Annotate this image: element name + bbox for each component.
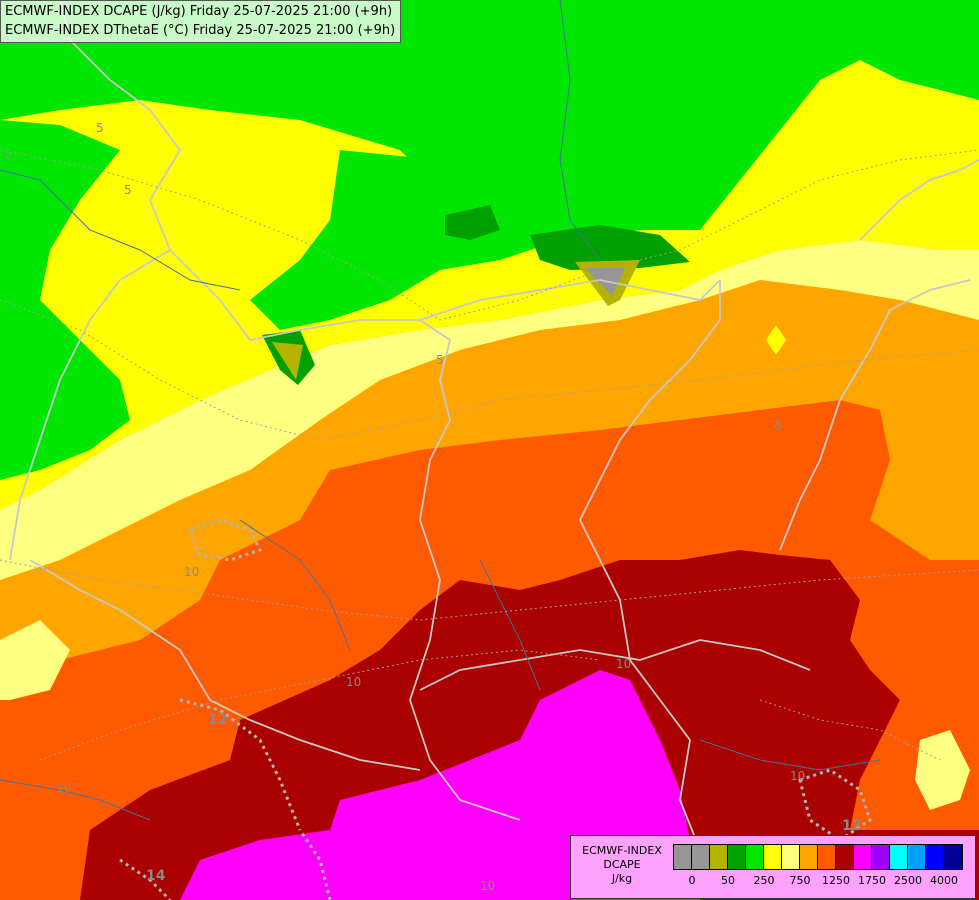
- region-dcape-250: [0, 0, 979, 240]
- map-title: ECMWF-INDEX DCAPE (J/kg) Friday 25-07-20…: [0, 0, 402, 43]
- legend-swatch: [800, 845, 818, 869]
- legend-color-bar: [673, 844, 963, 870]
- legend-swatch: [674, 845, 692, 869]
- contour-label: 12: [208, 712, 227, 728]
- legend-swatch: [818, 845, 836, 869]
- contour-label: 10: [346, 675, 361, 689]
- legend-title-line: ECMWF-INDEX: [582, 844, 662, 857]
- legend-swatch: [782, 845, 800, 869]
- legend-swatch: [854, 845, 872, 869]
- contour-label: 10: [616, 657, 631, 671]
- region-dcape-100-b: [445, 205, 500, 240]
- country-borders: [9, 0, 979, 851]
- rivers: [0, 0, 881, 821]
- contour-label: 5: [124, 183, 132, 197]
- legend-title-line: J/kg: [611, 872, 633, 885]
- contour-label: 10: [480, 879, 495, 893]
- region-dcape-500: [0, 60, 979, 510]
- region-dcape-100-a: [530, 225, 690, 270]
- dthetae-contours-thick: [119, 518, 872, 900]
- legend-swatch: [926, 845, 944, 869]
- color-legend: ECMWF-INDEX DCAPE J/kg 0 50 250 750 1250 1750…: [570, 835, 976, 899]
- contour-label: 6: [774, 419, 782, 433]
- legend-swatch: [836, 845, 854, 869]
- legend-swatch: [710, 845, 728, 869]
- contour-label: 5: [4, 149, 12, 163]
- legend-swatch: [872, 845, 890, 869]
- legend-swatch: [746, 845, 764, 869]
- contour-label: 14: [146, 868, 166, 884]
- legend-tick-label: 4000: [930, 874, 958, 887]
- legend-tick-label: 750: [789, 874, 811, 887]
- region-dcape-250-central: [250, 150, 560, 330]
- region-dcape-750: [0, 240, 979, 580]
- legend-title: ECMWF-INDEX DCAPE J/kg: [575, 844, 669, 886]
- legend-swatch: [728, 845, 746, 869]
- region-dcape-0-a: [585, 268, 625, 296]
- legend-swatch: [890, 845, 908, 869]
- contour-label: 5: [436, 353, 444, 367]
- legend-tick-label: 2500: [894, 874, 922, 887]
- legend-swatch: [908, 845, 926, 869]
- legend-ticks: 0 50 250 750 1250 1750 2500 4000: [673, 874, 973, 888]
- legend-swatch: [692, 845, 710, 869]
- title-line-dcape: ECMWF-INDEX DCAPE (J/kg) Friday 25-07-20…: [5, 4, 393, 19]
- region-dcape-250-west: [0, 120, 130, 480]
- legend-tick-label: 0: [688, 874, 696, 887]
- legend-tick-label: 250: [753, 874, 775, 887]
- contour-label-group: 5 5 5 5 6 10 10 10 10 12 12 14 10 10: [4, 121, 861, 893]
- contour-label: 5: [96, 121, 104, 135]
- legend-swatch: [944, 845, 962, 869]
- region-dcape-750-se: [915, 730, 970, 810]
- legend-tick-label: 1750: [858, 874, 886, 887]
- legend-swatch: [764, 845, 782, 869]
- contour-label: 10: [790, 769, 805, 783]
- contour-label: 12: [842, 818, 861, 834]
- legend-tick-label: 1250: [822, 874, 850, 887]
- legend-tick-label: 50: [721, 874, 735, 887]
- region-dcape-500-spot: [766, 325, 786, 355]
- contour-label: 10: [56, 781, 71, 795]
- contour-label: 10: [184, 565, 199, 579]
- region-dcape-750-sw: [0, 620, 70, 700]
- region-dcape-50-b: [272, 342, 303, 380]
- title-line-dthetae: ECMWF-INDEX DThetaE (°C) Friday 25-07-20…: [5, 23, 396, 38]
- legend-title-line: DCAPE: [603, 858, 641, 871]
- dthetae-contours: [0, 149, 979, 761]
